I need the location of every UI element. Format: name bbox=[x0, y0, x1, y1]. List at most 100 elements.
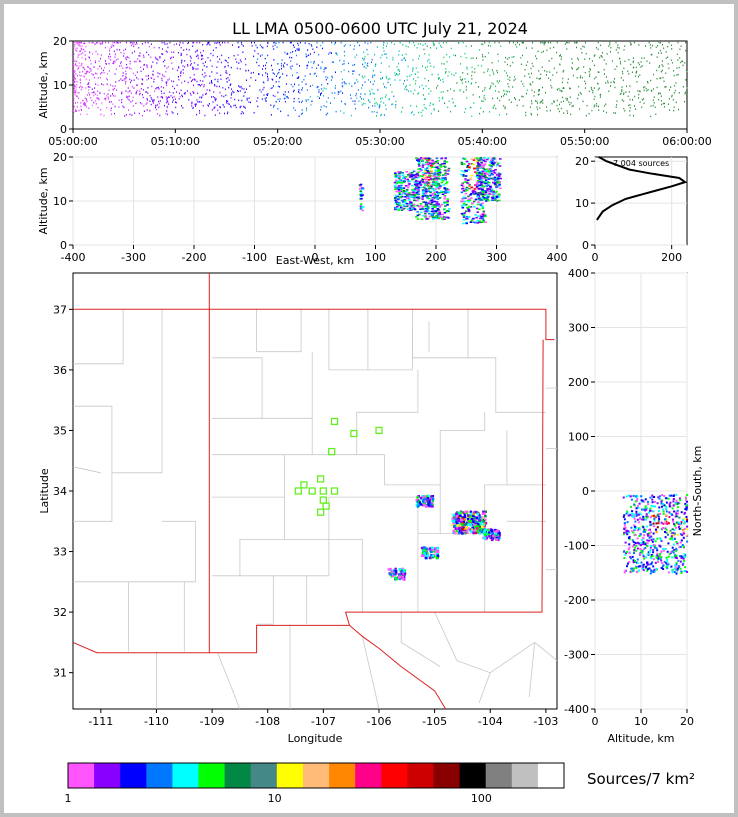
time-source-point bbox=[440, 91, 442, 93]
time-source-point bbox=[597, 41, 599, 44]
ns-density-cell bbox=[634, 528, 636, 531]
time-source-point bbox=[373, 80, 375, 82]
ns-density-cell bbox=[634, 533, 637, 536]
time-source-point bbox=[531, 102, 533, 105]
time-source-point bbox=[621, 90, 623, 92]
ns-density-cell bbox=[685, 499, 687, 502]
time-source-point bbox=[197, 64, 199, 66]
map-density-cell bbox=[494, 530, 497, 533]
ns-density-cell bbox=[624, 529, 627, 532]
time-source-point bbox=[273, 106, 274, 108]
ns-density-cell bbox=[686, 520, 688, 523]
ew-density-cell bbox=[422, 157, 426, 160]
time-source-point bbox=[153, 78, 155, 81]
time-source-point bbox=[372, 76, 374, 78]
ew-density-cell bbox=[424, 187, 428, 190]
time-source-point bbox=[576, 41, 578, 44]
ns-density-cell bbox=[646, 500, 649, 503]
time-source-point bbox=[77, 41, 79, 44]
ew-density-cell bbox=[440, 181, 443, 184]
time-source-point bbox=[503, 105, 505, 107]
time-source-point bbox=[471, 66, 473, 69]
time-source-point bbox=[146, 65, 148, 67]
time-source-point bbox=[159, 100, 161, 102]
ns-density-cell bbox=[623, 557, 626, 559]
time-source-point bbox=[146, 51, 148, 54]
ns-density-cell bbox=[650, 557, 653, 560]
ew-density-cell bbox=[422, 177, 426, 179]
time-source-point bbox=[397, 74, 399, 76]
ns-density-cell bbox=[685, 504, 688, 507]
time-source-point bbox=[103, 114, 105, 117]
time-source-point bbox=[306, 64, 308, 67]
time-source-point bbox=[293, 89, 295, 92]
map-density-cell bbox=[460, 530, 463, 533]
time-source-point bbox=[454, 105, 456, 107]
state-boundary bbox=[349, 625, 447, 710]
time-source-point bbox=[658, 52, 660, 54]
time-source-point bbox=[241, 99, 243, 102]
ns-density-cell bbox=[686, 525, 689, 528]
time-source-point bbox=[138, 47, 140, 49]
map-density-cell bbox=[457, 527, 461, 530]
time-source-point bbox=[113, 45, 115, 47]
time-source-point bbox=[659, 49, 661, 52]
ew-density-cell bbox=[479, 170, 482, 173]
ns-density-cell bbox=[667, 555, 670, 558]
ns-density-cell bbox=[683, 570, 686, 573]
ew-density-cell bbox=[433, 172, 437, 174]
ew-density-cell bbox=[467, 209, 471, 211]
time-source-point bbox=[125, 78, 127, 80]
time-source-point bbox=[471, 74, 473, 77]
ew-density-cell bbox=[483, 197, 486, 199]
time-source-point bbox=[331, 75, 333, 78]
ew-density-cell bbox=[498, 183, 501, 186]
time-source-point bbox=[342, 63, 344, 66]
ew-density-cell bbox=[411, 188, 414, 191]
time-source-point bbox=[660, 95, 662, 97]
ns-density-cell bbox=[647, 503, 650, 506]
map-density-cell bbox=[471, 514, 475, 517]
time-source-point bbox=[364, 81, 366, 83]
map-density-cell bbox=[390, 570, 394, 573]
time-source-point bbox=[462, 78, 463, 81]
time-source-point bbox=[615, 106, 617, 108]
time-source-point bbox=[307, 49, 309, 51]
time-source-point bbox=[74, 64, 76, 66]
time-source-point bbox=[244, 58, 246, 60]
ns-density-cell bbox=[675, 557, 678, 560]
ns-density-cell bbox=[658, 506, 661, 509]
time-source-point bbox=[302, 112, 303, 115]
time-source-point bbox=[262, 88, 264, 91]
ew-density-cell bbox=[477, 198, 481, 201]
time-source-point bbox=[304, 75, 306, 77]
time-source-point bbox=[217, 61, 219, 63]
ew-density-cell bbox=[481, 217, 484, 220]
time-source-point bbox=[679, 57, 681, 59]
ew-density-cell bbox=[462, 190, 466, 192]
ns-density-cell bbox=[676, 506, 679, 509]
time-source-point bbox=[194, 103, 196, 106]
ew-density-cell bbox=[498, 165, 502, 167]
ns-density-cell bbox=[683, 559, 686, 562]
time-source-point bbox=[313, 60, 315, 63]
time-source-point bbox=[189, 76, 191, 79]
time-source-point bbox=[87, 66, 89, 68]
time-source-point bbox=[82, 86, 83, 89]
ns-density-cell bbox=[658, 554, 661, 557]
ew-density-cell bbox=[400, 193, 403, 196]
time-source-point bbox=[120, 65, 122, 67]
map-density-cell bbox=[429, 503, 433, 506]
time-source-point bbox=[514, 75, 515, 78]
time-source-point bbox=[367, 62, 369, 64]
time-source-point bbox=[86, 98, 87, 100]
map-density-cell bbox=[451, 519, 454, 522]
time-source-point bbox=[329, 51, 331, 54]
map-density-cell bbox=[458, 512, 461, 515]
time-source-point bbox=[505, 93, 507, 96]
time-source-point bbox=[78, 43, 80, 46]
time-source-point bbox=[616, 100, 618, 102]
time-source-point bbox=[213, 107, 215, 110]
ew-density-cell bbox=[422, 208, 425, 210]
